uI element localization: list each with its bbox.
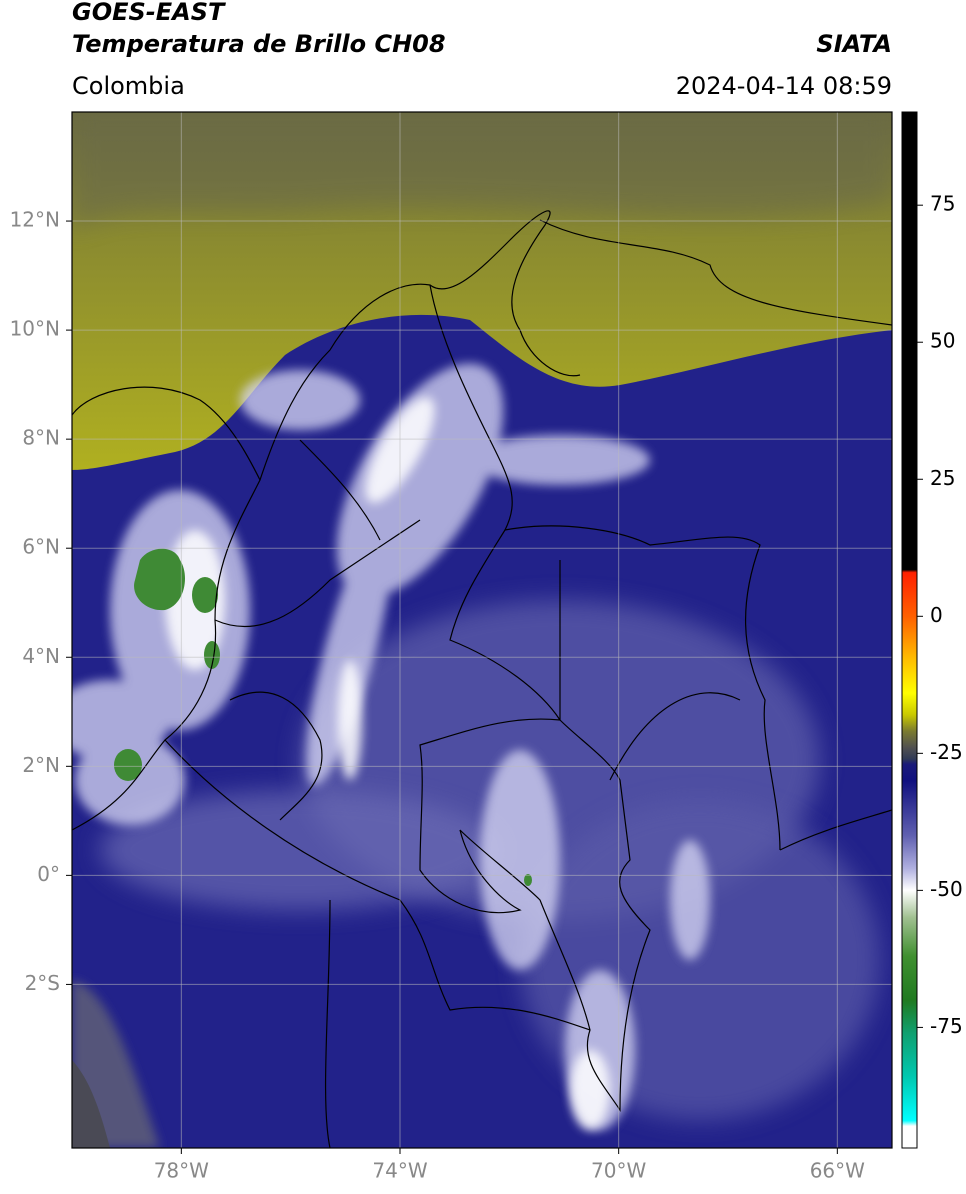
- source: SIATA: [816, 30, 892, 58]
- title: GOES-EAST: [72, 0, 226, 26]
- y-tick-label: 12°N: [10, 208, 60, 232]
- timestamp: 2024-04-14 08:59: [676, 72, 892, 100]
- x-tick-label: 78°W: [154, 1159, 209, 1183]
- colorbar-tick-label: -75: [930, 1014, 963, 1038]
- region: Colombia: [72, 72, 185, 100]
- map-frame: [71, 111, 893, 1149]
- y-tick-label: 10°N: [10, 317, 60, 341]
- x-tick-label: 70°W: [591, 1159, 646, 1183]
- y-tick-label: 2°N: [22, 753, 60, 777]
- borders: [72, 210, 892, 1148]
- x-tick-label: 66°W: [810, 1159, 865, 1183]
- colorbar-tick-label: -50: [930, 877, 963, 901]
- colorbar-tick-label: -25: [930, 740, 963, 764]
- subtitle: Temperatura de Brillo CH08: [72, 30, 446, 58]
- x-tick-label: 74°W: [372, 1159, 427, 1183]
- colorbar-tick-label: 75: [930, 192, 955, 216]
- map-image: [72, 112, 892, 1148]
- y-tick-label: 4°N: [22, 644, 60, 668]
- y-tick-label: 0°: [37, 862, 60, 886]
- y-tick-label: 2°S: [25, 971, 60, 995]
- colorbar-tick-label: 0: [930, 603, 943, 627]
- colorbar: [901, 111, 918, 1149]
- y-tick-label: 6°N: [22, 535, 60, 559]
- colorbar-tick-label: 50: [930, 329, 955, 353]
- colorbar-tick-label: 25: [930, 466, 955, 490]
- cold-cloud-tops: [114, 548, 532, 886]
- y-tick-label: 8°N: [22, 426, 60, 450]
